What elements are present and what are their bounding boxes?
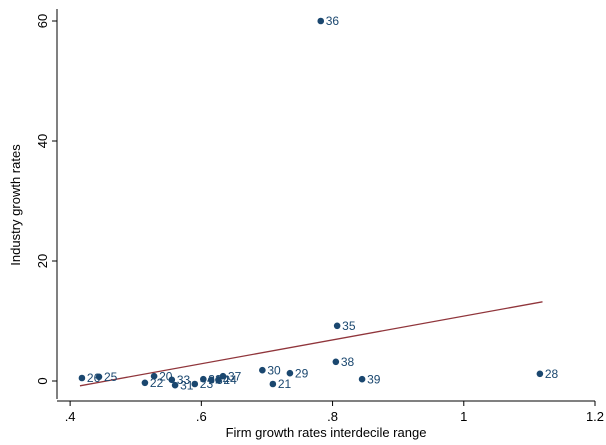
point (259, 366, 266, 374)
point (332, 358, 340, 366)
x-tick-label: .8 (327, 409, 338, 424)
y-tick-label: 60 (35, 14, 50, 28)
point-label: 22 (150, 376, 164, 390)
x-tick-label: .6 (196, 409, 207, 424)
point (95, 373, 103, 381)
point-label: 20 (159, 369, 173, 383)
point (215, 376, 222, 384)
point-label: 38 (341, 355, 355, 369)
point (286, 369, 294, 377)
point-label: 21 (278, 377, 292, 391)
x-axis-title: Firm growth rates interdecile range (226, 425, 427, 440)
point-label: 25 (104, 370, 118, 384)
point-label: 34 (216, 373, 230, 387)
fit-line (79, 301, 543, 387)
point-label: 39 (367, 372, 381, 386)
point (150, 372, 158, 380)
point-label: 37 (228, 369, 242, 383)
point (191, 380, 199, 388)
point (141, 379, 149, 387)
point-label: 33 (177, 373, 191, 387)
point-label: 36 (326, 14, 340, 28)
point-label: 23 (200, 377, 214, 391)
point (171, 381, 179, 389)
point-label: 31 (180, 378, 194, 392)
point (168, 376, 176, 384)
point-label: 30 (267, 363, 281, 377)
x-tick-label: 1.2 (586, 409, 604, 424)
point (317, 17, 325, 25)
point-label: 28 (545, 367, 559, 381)
point-label: 26 (87, 371, 101, 385)
point (333, 322, 341, 330)
x-tick-label: .4 (65, 409, 76, 424)
point (219, 372, 227, 380)
x-tick-label: 1 (460, 409, 467, 424)
point (207, 376, 215, 384)
point (200, 375, 207, 383)
point-label: 32 (208, 372, 222, 386)
point-label: 35 (342, 319, 356, 333)
point (269, 380, 277, 388)
y-axis-title: Industry growth rates (8, 144, 23, 266)
point (536, 370, 544, 378)
y-tick-label: 20 (35, 254, 50, 268)
point-label: 24 (223, 373, 237, 387)
y-tick-label: 0 (35, 377, 50, 384)
y-tick-label: 40 (35, 134, 50, 148)
point (358, 375, 366, 383)
point (78, 374, 86, 382)
point-label: 29 (295, 366, 309, 380)
